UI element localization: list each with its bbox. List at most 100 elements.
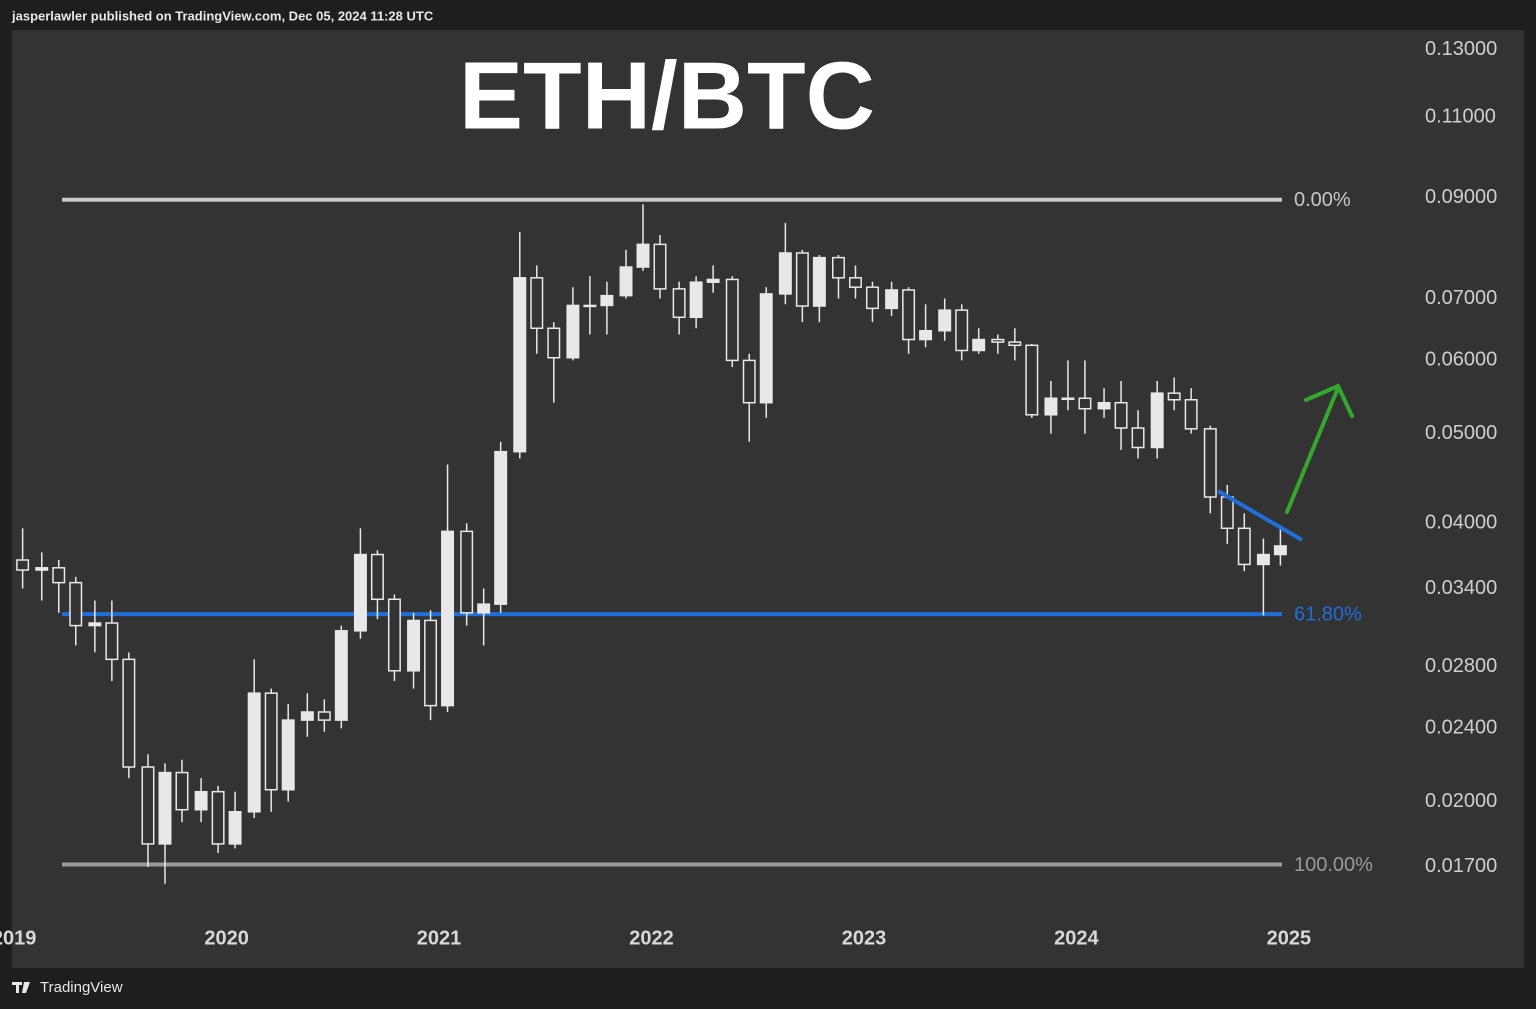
y-tick-label: 0.02000 <box>1425 790 1497 812</box>
candle-body <box>742 359 756 404</box>
candle-body <box>1184 398 1198 430</box>
candle-body <box>122 658 136 768</box>
candle-body <box>460 530 474 614</box>
candle-body <box>175 771 189 811</box>
candle-body <box>831 256 845 279</box>
y-tick-label: 0.06000 <box>1425 349 1497 371</box>
candle-body <box>88 622 102 627</box>
candle-body <box>795 252 809 307</box>
fib-level-label: 61.80% <box>1294 603 1362 625</box>
candle-body <box>16 559 30 571</box>
y-tick-label: 0.03400 <box>1425 577 1497 599</box>
candle-body <box>477 603 491 614</box>
candle-body <box>566 304 580 359</box>
candle-body <box>353 553 367 632</box>
candle-body <box>52 567 66 584</box>
candle-body <box>991 338 1005 343</box>
footer-logo <box>12 982 30 993</box>
candle-body <box>334 630 348 721</box>
y-tick-label: 0.11000 <box>1425 105 1496 127</box>
y-tick-label: 0.04000 <box>1425 512 1497 534</box>
candle-body <box>105 622 119 661</box>
candle-body <box>1097 401 1111 410</box>
candle-body <box>885 289 899 310</box>
candle-body <box>387 598 401 672</box>
candle-body <box>494 450 508 605</box>
x-tick-label: 2020 <box>204 927 249 949</box>
candle-body <box>1203 428 1217 498</box>
candle-body <box>247 692 261 813</box>
candle-body <box>1256 553 1270 566</box>
candle-body <box>530 277 544 330</box>
y-tick-label: 0.05000 <box>1425 422 1497 444</box>
candle-body <box>228 811 242 845</box>
candle-body <box>1220 496 1234 530</box>
candle-body <box>972 338 986 352</box>
candle-body <box>69 581 83 627</box>
fib-level-label: 0.00% <box>1294 189 1351 211</box>
candle-body <box>689 281 703 319</box>
x-tick-label: 2023 <box>842 927 887 949</box>
candle-body <box>583 304 597 308</box>
candle-body <box>636 243 650 268</box>
candle-body <box>1237 527 1251 566</box>
x-tick-label: 2025 <box>1267 927 1312 949</box>
x-tick-label: 2024 <box>1054 927 1099 949</box>
y-tick-label: 0.07000 <box>1425 287 1497 309</box>
footer-brand: TradingView <box>40 979 123 996</box>
candle-body <box>1078 397 1092 410</box>
candle-body <box>1131 427 1145 449</box>
candle-body <box>513 277 527 453</box>
candle-body <box>1167 392 1181 401</box>
y-tick-label: 0.09000 <box>1425 186 1497 208</box>
candle-body <box>547 327 561 359</box>
candle-body <box>141 766 155 845</box>
candle-body <box>1044 397 1058 416</box>
y-tick-label: 0.02800 <box>1425 655 1497 677</box>
y-tick-label: 0.02400 <box>1425 717 1497 739</box>
x-tick-label: 2019 <box>0 927 36 949</box>
x-tick-label: 2022 <box>629 927 674 949</box>
candle-body <box>194 790 208 811</box>
candle-body <box>300 711 314 721</box>
breakout-arrow <box>1285 383 1354 514</box>
candle-body <box>1150 392 1164 449</box>
candle-body <box>938 309 952 332</box>
candle-body <box>1273 545 1287 556</box>
candle-body <box>281 719 295 791</box>
candle-body <box>725 278 739 362</box>
candle-body <box>848 277 862 288</box>
candle-body <box>407 619 421 672</box>
candle-body <box>600 294 614 307</box>
candle-body <box>211 790 225 845</box>
candle-body <box>672 288 686 319</box>
plot-area <box>16 197 1287 884</box>
chart-panel <box>12 30 1524 968</box>
candle-body <box>706 278 720 283</box>
candle-body <box>441 530 455 707</box>
candle-body <box>317 711 331 721</box>
candle-body <box>1114 401 1128 429</box>
candle-body <box>370 553 384 601</box>
chart-title: ETH/BTC <box>459 42 875 149</box>
candle-body <box>955 309 969 352</box>
candle-body <box>619 266 633 297</box>
candle-body <box>865 286 879 310</box>
candle-body <box>653 243 667 290</box>
candle-body <box>902 289 916 341</box>
x-tick-label: 2021 <box>417 927 462 949</box>
candle-body <box>264 692 278 791</box>
candle-body <box>1025 344 1039 416</box>
publisher-header: jasperlawler published on TradingView.co… <box>11 8 434 23</box>
candle-body <box>778 252 792 295</box>
fib-level-label: 100.00% <box>1294 854 1373 876</box>
candle-body <box>759 293 773 404</box>
trend-line <box>1216 489 1304 542</box>
candle-body <box>35 567 49 571</box>
candle-body <box>812 256 826 307</box>
candle-body <box>1008 341 1022 347</box>
candle-body <box>158 771 172 845</box>
candle-body <box>919 329 933 341</box>
y-tick-label: 0.13000 <box>1425 38 1497 60</box>
